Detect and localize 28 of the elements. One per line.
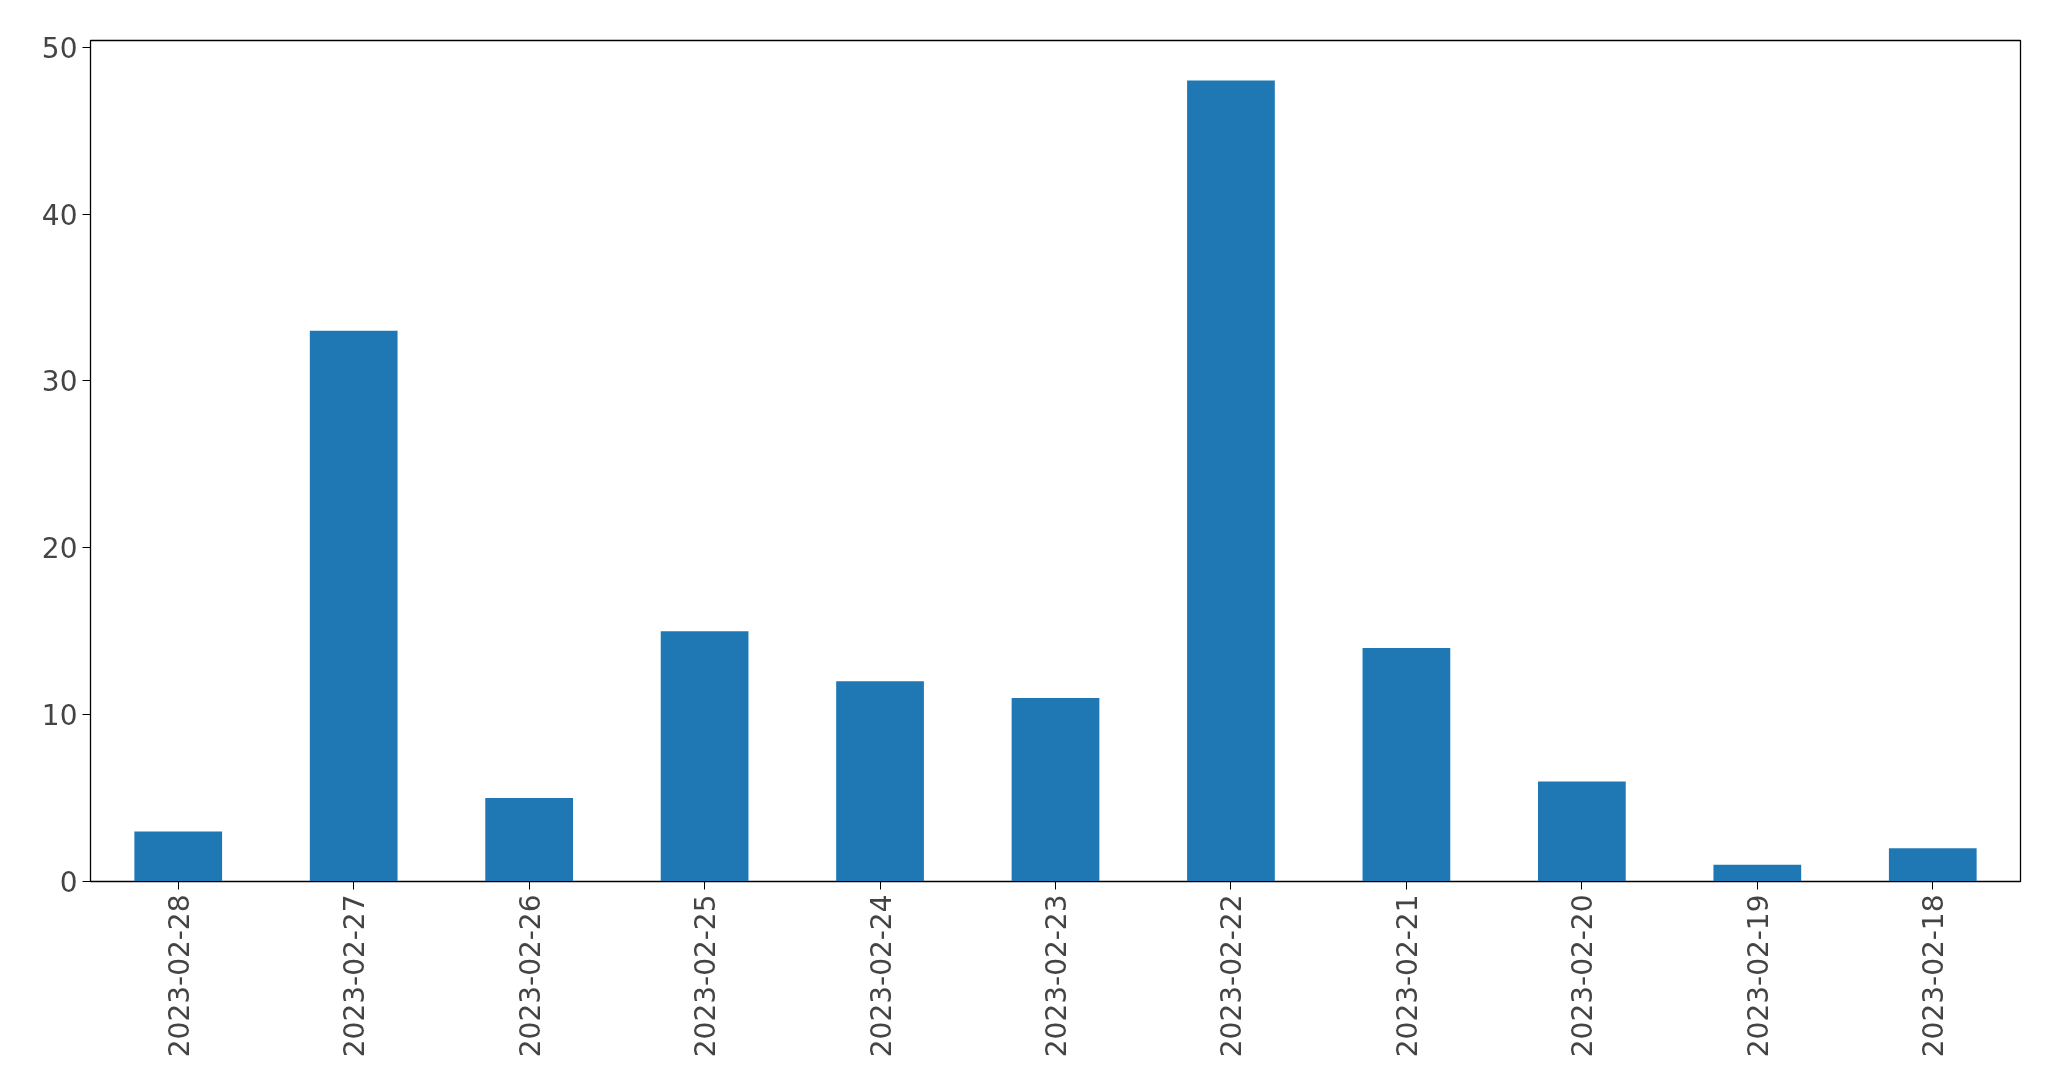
x-tick-label: 2023-02-27 — [338, 894, 372, 1058]
bar — [1362, 647, 1451, 882]
x-tick-label: 2023-02-26 — [513, 894, 547, 1058]
y-tick-label: 0 — [59, 866, 78, 899]
bar — [1011, 697, 1100, 882]
bar — [836, 681, 924, 882]
x-tick-label: 2023-02-21 — [1390, 894, 1424, 1058]
bar — [309, 330, 398, 882]
y-tick-label: 40 — [41, 198, 78, 232]
y-tick-label: 30 — [41, 365, 78, 399]
x-tick-label: 2023-02-25 — [689, 894, 723, 1058]
bar — [1888, 848, 1977, 882]
x-tick-label: 2023-02-22 — [1215, 894, 1249, 1058]
x-tick-label: 2023-02-24 — [864, 894, 898, 1058]
bar — [1187, 80, 1275, 882]
bar — [660, 631, 749, 882]
y-tick-label: 10 — [41, 699, 78, 733]
x-tick-label: 2023-02-28 — [162, 894, 196, 1058]
x-tick-label: 2023-02-20 — [1566, 894, 1600, 1058]
bar — [1538, 781, 1626, 882]
bar — [134, 831, 223, 882]
bar — [485, 798, 573, 882]
bar — [1713, 864, 1802, 882]
y-tick-label: 20 — [41, 532, 78, 566]
y-tick-label: 50 — [41, 31, 78, 65]
x-tick-label: 2023-02-19 — [1741, 894, 1775, 1058]
x-tick-label: 2023-02-18 — [1917, 894, 1951, 1058]
x-tick-label: 2023-02-23 — [1040, 894, 1073, 1058]
